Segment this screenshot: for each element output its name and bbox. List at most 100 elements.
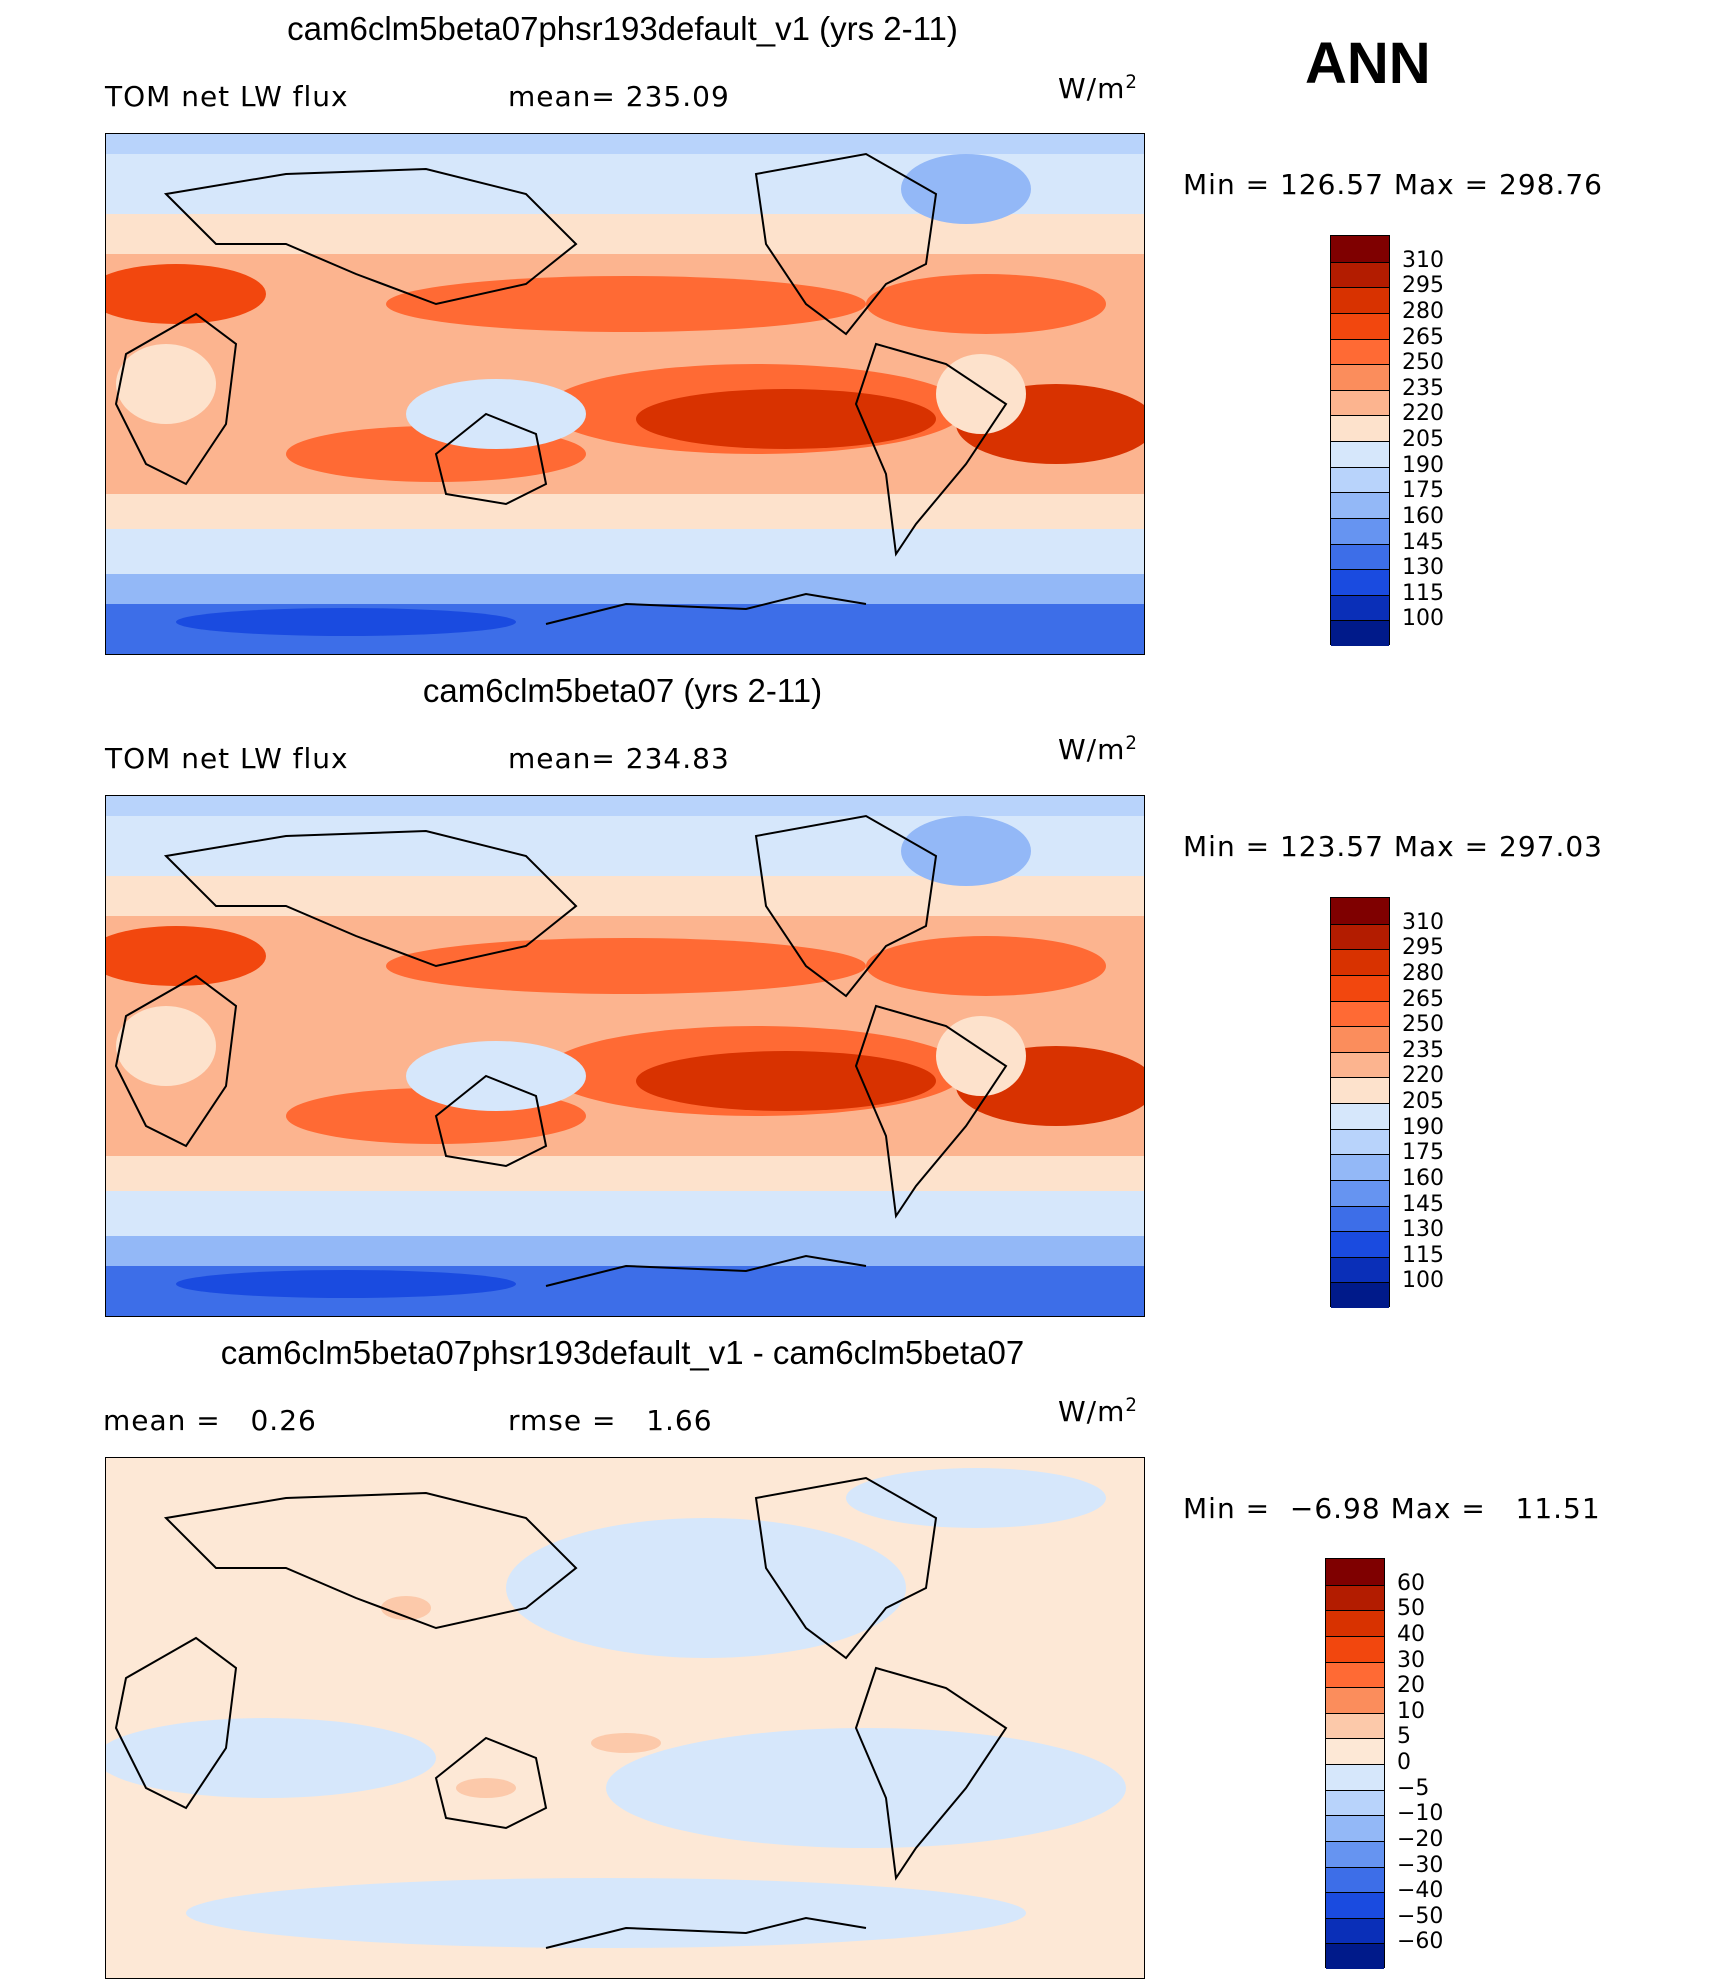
panel-2-coast-samerica bbox=[854, 1004, 1008, 1219]
panel-2-africa-conv bbox=[116, 1006, 216, 1086]
panel-2-colorbar-tick-label: 115 bbox=[1402, 1242, 1444, 1268]
panel-2-colorbar-tick-label: 235 bbox=[1402, 1037, 1444, 1063]
panel-2-colorbar-swatch bbox=[1331, 949, 1389, 975]
panel-2-antarctic-min bbox=[176, 1270, 516, 1298]
panel-2-spac-core bbox=[636, 1051, 936, 1111]
panel-1-colorbar bbox=[1330, 235, 1390, 646]
panel-3-pos-spot-c bbox=[591, 1733, 661, 1753]
panel-1-colorbar-tick-label: 115 bbox=[1402, 580, 1444, 606]
panel-1-colorbar-tick-label: 100 bbox=[1402, 606, 1444, 632]
panel-2-map-svg bbox=[106, 796, 1144, 1316]
panel-3-min-max: Min = −6.98 Max = 11.51 bbox=[1183, 1492, 1601, 1525]
panel-1-units-base: W/m bbox=[1058, 72, 1126, 105]
panel-2-band-smid bbox=[106, 1191, 1144, 1236]
panel-1-warm-pool bbox=[406, 379, 586, 449]
panel-2-colorbar-swatch bbox=[1331, 1154, 1389, 1180]
panel-3-colorbar-tick-label: 50 bbox=[1397, 1596, 1425, 1622]
panel-3-colorbar-tick-label: 10 bbox=[1397, 1698, 1425, 1724]
panel-1-sahara bbox=[106, 264, 266, 324]
panel-1-colorbar-tick-label: 220 bbox=[1402, 401, 1444, 427]
panel-3-colorbar-tick-label: −5 bbox=[1397, 1775, 1430, 1801]
panel-3-map bbox=[105, 1457, 1145, 1979]
panel-2-min-max: Min = 123.57 Max = 297.03 bbox=[1183, 830, 1603, 863]
panel-1-greenland bbox=[901, 154, 1031, 224]
panel-3-coast-australia bbox=[434, 1736, 548, 1830]
panel-3-colorbar-tick-label: 40 bbox=[1397, 1621, 1425, 1647]
panel-2-colorbar-swatch bbox=[1331, 974, 1389, 1001]
panel-3-colorbar-swatch bbox=[1326, 1610, 1384, 1636]
panel-3-colorbar-tick-label: 60 bbox=[1397, 1570, 1425, 1596]
panel-3-rmse-value: 1.66 bbox=[646, 1404, 713, 1437]
panel-2-colorbar bbox=[1330, 897, 1390, 1308]
panel-1-units-exp: 2 bbox=[1125, 72, 1138, 93]
panel-3-colorbar-swatch bbox=[1326, 1584, 1384, 1611]
panel-1-spac-core bbox=[636, 389, 936, 449]
panel-1-map-svg bbox=[106, 134, 1144, 654]
panel-2-amazon-conv bbox=[936, 1016, 1026, 1096]
panel-3-coast-samerica bbox=[854, 1666, 1008, 1881]
panel-1-colorbar-swatch bbox=[1331, 236, 1389, 262]
panel-3-pos-spot-a bbox=[381, 1596, 431, 1620]
panel-2-coast-africa bbox=[114, 974, 238, 1148]
panel-3-npac-neg bbox=[506, 1518, 906, 1658]
panel-3-pos-spot-b bbox=[456, 1778, 516, 1798]
panel-2-colorbar-tick-label: 295 bbox=[1402, 935, 1444, 961]
panel-2-colorbar-swatch bbox=[1331, 1077, 1389, 1103]
panel-2-colorbar-tick-label: 100 bbox=[1402, 1268, 1444, 1294]
panel-1-coast-africa bbox=[114, 312, 238, 486]
panel-3-units: W/m2 bbox=[1058, 1395, 1138, 1428]
panel-3-mean: mean = 0.26 bbox=[103, 1404, 317, 1437]
panel-3-rmse-label: rmse = bbox=[508, 1404, 617, 1437]
panel-1-colorbar-swatch bbox=[1331, 415, 1389, 441]
panel-1-coast-antarctica bbox=[545, 592, 867, 625]
panel-1-colorbar-tick-label: 160 bbox=[1402, 503, 1444, 529]
panel-3-colorbar-swatch bbox=[1326, 1559, 1384, 1585]
season-label: ANN bbox=[1305, 31, 1431, 96]
panel-1-colorbar-swatch bbox=[1331, 389, 1389, 416]
panel-2-colorbar-swatch bbox=[1331, 1000, 1389, 1027]
panel-3-colorbar-swatch bbox=[1326, 1635, 1384, 1662]
panel-1-amazon-conv bbox=[936, 354, 1026, 434]
panel-1-colorbar-tick-label: 145 bbox=[1402, 529, 1444, 555]
panel-2-colorbar-tick-label: 265 bbox=[1402, 986, 1444, 1012]
panel-1-colorbar-swatch bbox=[1331, 261, 1389, 288]
panel-1-colorbar-swatch bbox=[1331, 620, 1389, 646]
panel-2-warm-pool bbox=[406, 1041, 586, 1111]
panel-3-colorbar-swatch bbox=[1326, 1892, 1384, 1918]
panel-2-natl-subtrop bbox=[866, 936, 1106, 996]
panel-1-colorbar-swatch bbox=[1331, 441, 1389, 467]
panel-2-colorbar-tick-label: 160 bbox=[1402, 1165, 1444, 1191]
panel-3-rmse: rmse = 1.66 bbox=[508, 1404, 713, 1437]
panel-2-colorbar-swatch bbox=[1331, 898, 1389, 924]
panel-1-colorbar-swatch bbox=[1331, 543, 1389, 570]
panel-1-colorbar-tick-label: 265 bbox=[1402, 324, 1444, 350]
panel-2-colorbar-swatch bbox=[1331, 1026, 1389, 1052]
panel-1-colorbar-swatch bbox=[1331, 569, 1389, 595]
panel-2-colorbar-swatch bbox=[1331, 1051, 1389, 1078]
panel-3-colorbar-tick-label: −10 bbox=[1397, 1801, 1444, 1827]
panel-2-mean-value: 234.83 bbox=[625, 742, 730, 775]
panel-2-colorbar-swatch bbox=[1331, 1256, 1389, 1283]
panel-3-colorbar-swatch bbox=[1326, 1738, 1384, 1764]
panel-3-colorbar-tick-label: −30 bbox=[1397, 1852, 1444, 1878]
panel-3-coast-antarctica bbox=[545, 1916, 867, 1949]
panel-1-coast-eurasia bbox=[163, 167, 578, 306]
panel-3-mean-label: mean = bbox=[103, 1404, 221, 1437]
panel-3-colorbar-tick-label: −50 bbox=[1397, 1903, 1444, 1929]
panel-3-max-value: 11.51 bbox=[1515, 1492, 1601, 1525]
panel-2-colorbar-swatch bbox=[1331, 1205, 1389, 1232]
panel-2-title: cam6clm5beta07 (yrs 2-11) bbox=[422, 672, 823, 709]
panel-3-spac-neg bbox=[606, 1728, 1126, 1848]
panel-2-colorbar-swatch bbox=[1331, 923, 1389, 950]
panel-3-colorbar-swatch bbox=[1326, 1866, 1384, 1893]
panel-2-colorbar-tick-label: 250 bbox=[1402, 1012, 1444, 1038]
panel-2-colorbar-tick-label: 280 bbox=[1402, 960, 1444, 986]
panel-1-min-label: Min = bbox=[1183, 168, 1271, 201]
panel-3-map-svg bbox=[106, 1458, 1144, 1978]
panel-3-colorbar-swatch bbox=[1326, 1789, 1384, 1816]
panel-2-min-label: Min = bbox=[1183, 830, 1271, 863]
panel-3-coast-africa bbox=[114, 1636, 238, 1810]
panel-1-colorbar-swatch bbox=[1331, 517, 1389, 544]
panel-3-coast-namerica bbox=[754, 1476, 938, 1660]
panel-1-max-value: 298.76 bbox=[1499, 168, 1603, 201]
